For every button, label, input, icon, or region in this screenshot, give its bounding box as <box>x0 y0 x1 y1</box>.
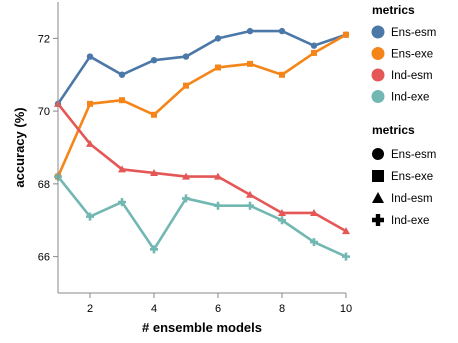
data-point-ind-esm <box>310 208 318 216</box>
y-tick-label: 66 <box>38 252 50 264</box>
data-point-ens-exe <box>119 97 125 104</box>
data-point-ens-exe <box>151 111 157 118</box>
data-point-ind-exe <box>86 212 94 221</box>
x-axis-title: # ensemble models <box>142 320 262 335</box>
data-point-ind-exe <box>342 252 350 261</box>
data-point-ens-esm <box>278 27 286 35</box>
series-line-ens-exe <box>56 33 348 178</box>
color-legend-label: Ens-esm <box>391 27 436 39</box>
y-axis-title: accuracy (%) <box>12 107 27 187</box>
triangle-legend-icon <box>372 192 384 203</box>
legend: metrics Ens-esm Ens-exe Ind-esm Ind-exe metri… <box>371 3 436 227</box>
color-legend-swatch <box>371 47 385 60</box>
x-tick-label: 4 <box>151 303 157 315</box>
data-point-ens-exe <box>215 64 221 71</box>
data-point-ind-esm <box>86 139 94 147</box>
shape-legend-label: Ind-esm <box>391 193 433 205</box>
x-tick-label: 10 <box>340 303 352 315</box>
color-legend-swatch <box>371 68 385 82</box>
data-point-ind-exe <box>182 194 190 203</box>
data-point-ens-exe <box>87 100 93 107</box>
data-point-ens-exe <box>311 49 317 56</box>
data-point-ens-esm <box>182 53 190 60</box>
shape-legend-label: Ens-exe <box>391 171 433 183</box>
shape-legend-label: Ind-exe <box>391 215 429 227</box>
data-point-ind-esm <box>182 172 190 180</box>
y-tick-label: 72 <box>38 33 50 45</box>
color-legend-swatch <box>371 25 385 39</box>
data-point-ens-exe <box>279 71 285 78</box>
plot-area <box>54 27 350 261</box>
x-tick-label: 6 <box>215 303 221 315</box>
data-point-ens-esm <box>118 71 126 78</box>
data-point-ens-esm <box>86 53 94 60</box>
data-point-ens-esm <box>310 42 318 49</box>
color-legend-title: metrics <box>372 3 415 17</box>
color-legend-swatch <box>371 90 385 103</box>
data-point-ind-esm <box>118 165 126 173</box>
shape-legend-label: Ens-esm <box>391 149 436 161</box>
data-point-ind-esm <box>214 172 222 180</box>
y-tick-label: 68 <box>38 179 50 191</box>
square-legend-icon <box>372 170 384 182</box>
x-tick-label: 8 <box>279 303 285 315</box>
data-point-ind-exe <box>118 198 126 207</box>
data-point-ind-esm <box>246 190 254 198</box>
color-legend-label: Ind-esm <box>391 70 433 82</box>
series-line-ind-esm <box>56 102 348 233</box>
data-point-ind-exe <box>278 216 286 225</box>
series-line-ind-exe <box>56 175 348 258</box>
data-point-ind-esm <box>150 168 158 176</box>
data-point-ind-exe <box>310 238 318 247</box>
data-point-ens-exe <box>183 82 189 89</box>
color-legend-label: Ens-exe <box>391 49 433 61</box>
data-point-ind-esm <box>342 227 350 235</box>
data-point-ind-exe <box>150 245 158 254</box>
circle-legend-icon <box>372 148 384 160</box>
data-point-ens-exe <box>343 31 349 38</box>
data-point-ind-esm <box>278 208 286 216</box>
data-point-ens-exe <box>247 60 253 67</box>
shape-legend-title: metrics <box>372 123 415 137</box>
series-line-ens-esm <box>56 29 348 106</box>
data-point-ens-esm <box>246 27 254 35</box>
x-tick-label: 2 <box>87 303 93 315</box>
data-point-ind-exe <box>246 201 254 210</box>
data-point-ind-exe <box>214 201 222 210</box>
data-point-ens-esm <box>150 57 158 64</box>
data-point-ens-esm <box>214 35 222 42</box>
y-tick-label: 70 <box>38 106 50 118</box>
color-legend-label: Ind-exe <box>391 92 429 104</box>
cross-legend-icon <box>372 214 384 226</box>
